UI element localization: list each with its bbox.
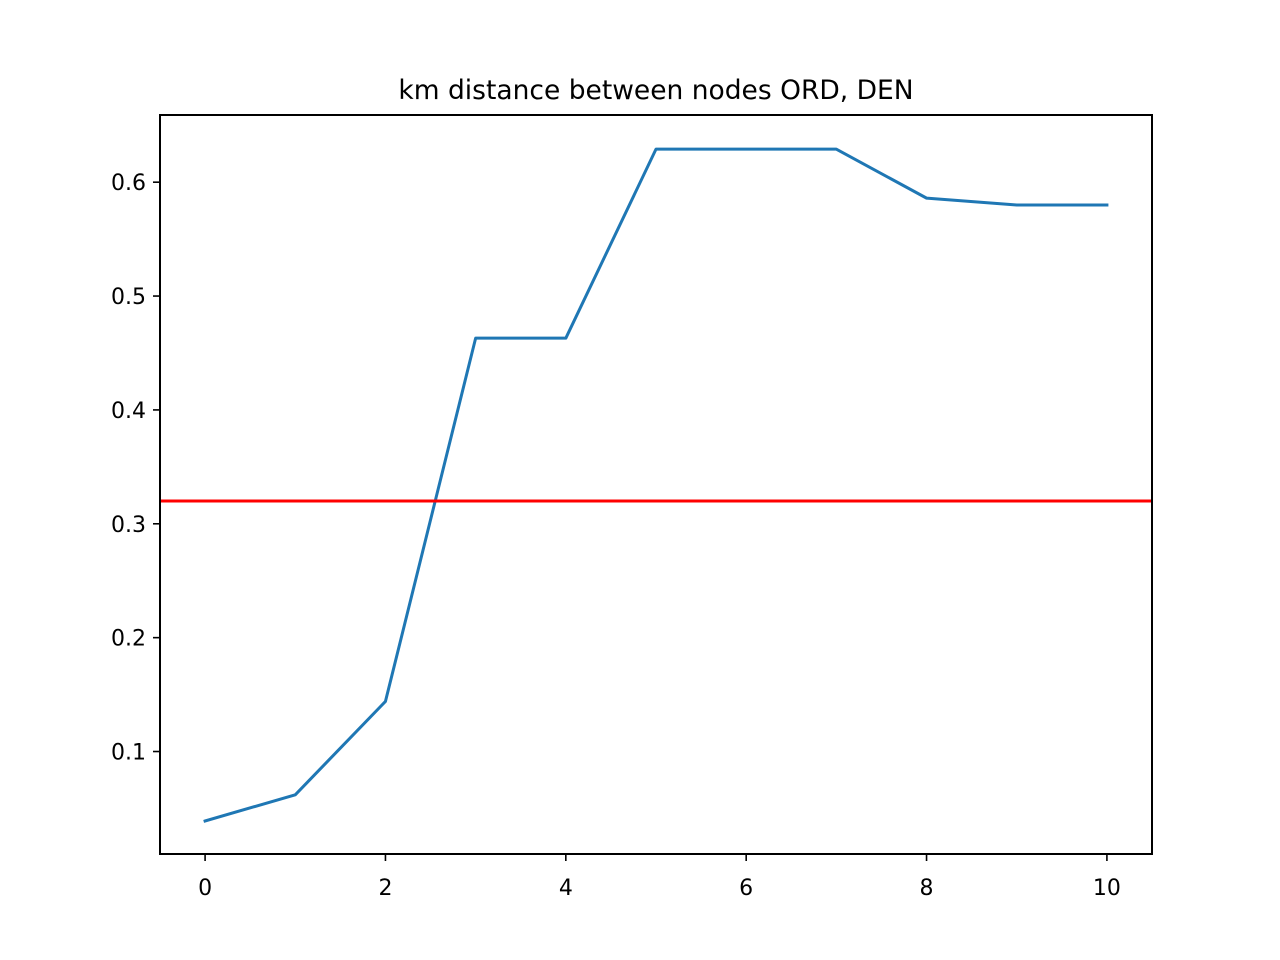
x-tick-label: 2 xyxy=(378,876,392,901)
x-tick-label: 0 xyxy=(198,876,212,901)
x-tick-label: 10 xyxy=(1093,876,1121,901)
axes: 0 2 4 6 8 10 0.1 0.2 0.3 0.4 0.5 0.6 xyxy=(111,114,1153,901)
y-tick-label: 0.2 xyxy=(111,627,146,652)
x-tick-label: 8 xyxy=(920,876,934,901)
x-tick-label: 4 xyxy=(559,876,573,901)
series-line-0 xyxy=(203,147,1109,823)
y-tick-label: 0.4 xyxy=(111,399,146,424)
y-tick-label: 0.3 xyxy=(111,513,146,538)
x-tick-label: 6 xyxy=(739,876,753,901)
chart-title: km distance between nodes ORD, DEN xyxy=(398,75,913,106)
plot-frame xyxy=(159,114,1153,855)
y-tick-label: 0.1 xyxy=(111,741,146,766)
y-tick-label: 0.6 xyxy=(111,171,146,196)
plot-content xyxy=(160,147,1152,823)
y-tick-label: 0.5 xyxy=(111,285,146,310)
plot-area xyxy=(160,147,1152,823)
